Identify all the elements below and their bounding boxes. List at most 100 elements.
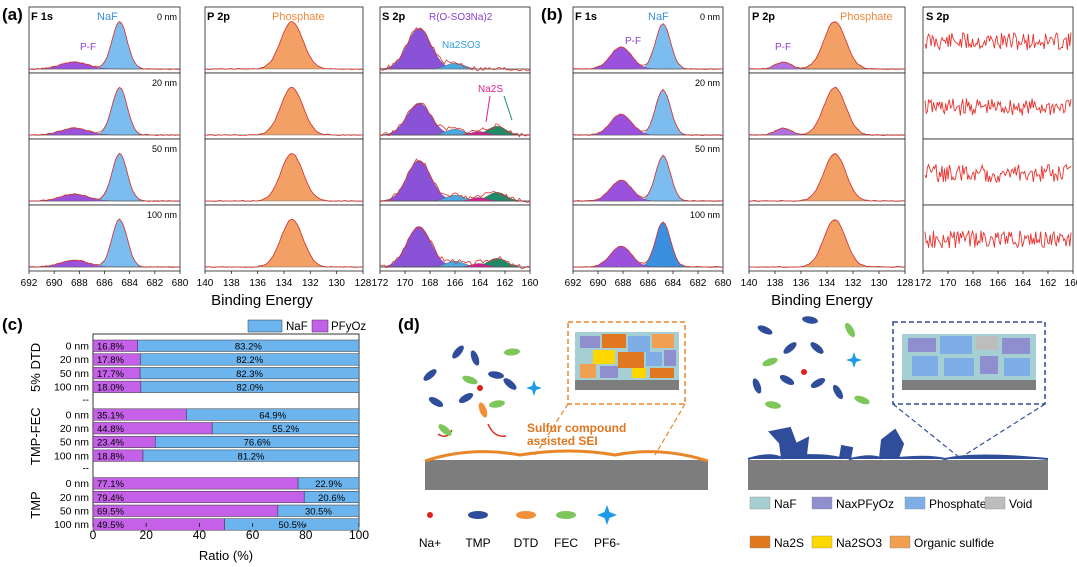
xps-raw-trace: [748, 86, 906, 136]
xps-noise-trace: [924, 98, 1072, 116]
xps-tick-label: 172: [372, 278, 389, 289]
x-tick-label: 60: [246, 528, 260, 542]
xps-tick-label: 132: [845, 278, 862, 289]
xps-tick-label: 160: [522, 278, 539, 289]
x-tick-label: 80: [299, 528, 313, 542]
species-pf6-marker: [597, 505, 617, 525]
xps-a-naf-label: NaF: [97, 11, 118, 23]
xps-tick-label: 166: [990, 278, 1007, 289]
bar-label-naf: 20.6%: [318, 493, 345, 504]
bar-label-naf: 55.2%: [272, 424, 299, 435]
bar-naf: [186, 408, 360, 421]
xps-raw-trace: [204, 153, 364, 202]
xps-raw-trace: [748, 219, 906, 268]
xps-tick-label: 168: [422, 278, 439, 289]
bar-label-naf: 82.2%: [236, 355, 263, 366]
tmp-molecule: [458, 392, 474, 404]
tmp-molecule: [423, 369, 437, 381]
group-label: 5% DTD: [28, 343, 43, 392]
bar-label-pfyoz: 35.1%: [97, 410, 124, 421]
row-label: 100 nm: [54, 382, 89, 394]
xps-raw-trace: [28, 86, 181, 136]
xps-a-na2s-arrow2: [503, 95, 513, 121]
xps-raw-trace: [28, 218, 181, 268]
xps-tick-label: 686: [96, 278, 113, 289]
xps-tick-label: 138: [223, 278, 240, 289]
tmp-electrolyte-scene: [747, 316, 1049, 490]
xps-raw-trace: [379, 26, 531, 72]
bar-naf: [297, 477, 360, 490]
xps-noise-trace: [924, 32, 1072, 51]
bar-label-naf: 81.2%: [238, 451, 265, 462]
zoom-line: [892, 403, 961, 459]
xps-tick-label: 690: [46, 278, 63, 289]
tmp-molecule: [779, 374, 795, 386]
xps-plot-frame: [922, 138, 1074, 206]
bar-label-pfyoz: 18.8%: [97, 451, 124, 462]
xps-tick-label: 162: [497, 278, 514, 289]
bar-naf: [154, 435, 360, 448]
xps-b-naf-label: NaF: [648, 11, 669, 23]
depth-label: 50 nm: [695, 144, 720, 154]
sei-mosaic-left: [575, 332, 679, 390]
bar-label-naf: 30.5%: [305, 507, 332, 518]
x-tick-label: 0: [90, 528, 97, 542]
component-label: NaxPFyOz: [836, 497, 894, 511]
component-swatch: [984, 496, 1006, 510]
zoom-box-left: [567, 321, 686, 405]
bar-naf: [139, 367, 360, 380]
depth-label: 0 nm: [700, 12, 720, 22]
xps-tick-label: 692: [21, 278, 38, 289]
na2s-peak: [380, 131, 530, 136]
bar-naf: [140, 353, 360, 366]
xps-tick-label: 684: [121, 278, 138, 289]
tmp-molecule: [810, 377, 826, 389]
species-dtd-marker: [516, 511, 536, 519]
panel-label-a: (a): [2, 5, 23, 24]
dtd-electrolyte-scene: Sulfur compound assisted SEI: [423, 321, 709, 490]
panel-label-d: (d): [398, 315, 420, 334]
xps-raw-trace: [204, 86, 364, 136]
component-swatch: [749, 496, 771, 510]
xps-a-roso3-label: R(O-SO3Na)2: [429, 12, 493, 23]
group-label: TMP: [28, 491, 43, 518]
component-label: Organic sulfide: [914, 536, 994, 550]
xps-b-f1s-title: F 1s: [575, 11, 597, 23]
xps-a-na2s-arrow: [485, 95, 491, 123]
xps-tick-label: 690: [590, 278, 607, 289]
electrode-left: [425, 460, 708, 490]
xps-a-phosphate-label: Phosphate: [272, 11, 325, 23]
xps-tick-label: 140: [197, 278, 214, 289]
bar-label-naf: 76.6%: [244, 438, 271, 449]
species-label: DTD: [514, 536, 539, 550]
row-label: 20 nm: [60, 354, 89, 366]
xps-tick-label: 686: [640, 278, 657, 289]
species-na-marker: [427, 512, 433, 518]
xps-raw-trace: [204, 20, 364, 70]
na-ion: [477, 385, 483, 391]
xps-tick-label: 140: [741, 278, 758, 289]
tmp-molecule: [428, 396, 444, 408]
pf6-anion: [846, 352, 862, 368]
xps-a-xlabel: Binding Energy: [211, 292, 313, 309]
row-label: 100 nm: [54, 519, 89, 531]
fec-molecule: [462, 375, 478, 385]
xps-tick-label: 172: [915, 278, 932, 289]
xps-tick-label: 162: [1040, 278, 1057, 289]
xps-noise-trace: [924, 163, 1072, 184]
schematic-panel-d: Sulfur compound assisted SEI: [419, 316, 1049, 550]
xps-a-na2so3-label: Na2SO3: [442, 40, 481, 51]
zoom-line: [959, 403, 1046, 459]
zoom-line: [654, 403, 686, 456]
xps-tick-label: 130: [871, 278, 888, 289]
component-swatch: [889, 535, 911, 549]
component-swatch: [904, 496, 926, 510]
xps-tick-label: 682: [690, 278, 707, 289]
x-tick-label: 40: [193, 528, 207, 542]
tmp-molecule: [832, 384, 844, 400]
xps-tick-label: 134: [276, 278, 293, 289]
tmp-molecule: [452, 345, 464, 359]
xps-tick-label: 132: [302, 278, 319, 289]
xps-plot-frame: [572, 138, 724, 206]
xps-a-f1s-title: F 1s: [31, 11, 53, 23]
